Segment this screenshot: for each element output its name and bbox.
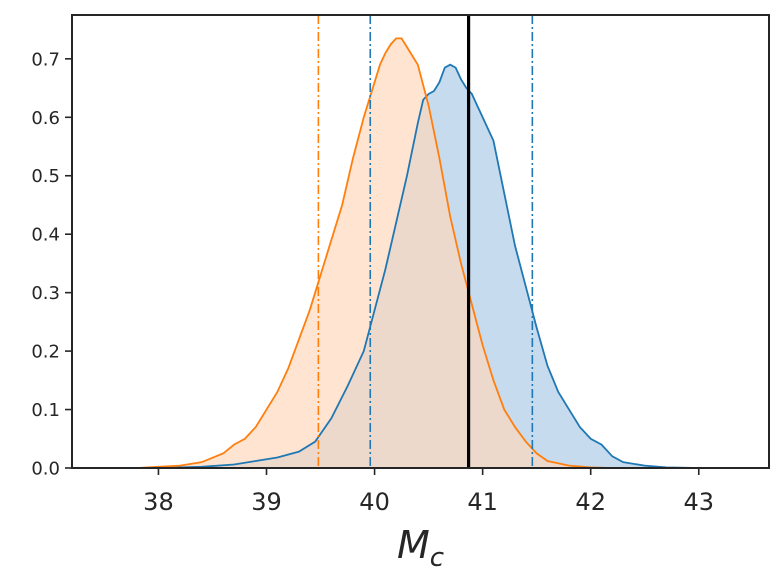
y-tick-label: 0.6 xyxy=(31,108,60,129)
y-tick-label: 0.4 xyxy=(31,225,60,246)
y-tick-label: 0.5 xyxy=(31,166,60,187)
density-line-2 xyxy=(104,37,645,469)
y-tick-label: 0.1 xyxy=(31,400,60,421)
y-tick-label: 0.2 xyxy=(31,342,60,363)
density-fill-2 xyxy=(104,38,645,468)
x-tick-label: 38 xyxy=(143,488,174,516)
x-axis-ticks: 38 39 40 41 42 43 xyxy=(143,468,714,516)
density-line-1 xyxy=(104,63,732,469)
x-axis-label-main: M xyxy=(397,523,430,567)
y-tick-label: 0.0 xyxy=(31,459,60,480)
reference-lines xyxy=(317,15,534,468)
x-axis-label-subscript: c xyxy=(430,543,444,573)
x-tick-label: 42 xyxy=(575,488,606,516)
y-axis-ticks: 0.0 0.1 0.2 0.3 0.4 0.5 0.6 0.7 xyxy=(31,49,72,480)
x-tick-label: 40 xyxy=(359,488,390,516)
y-tick-label: 0.3 xyxy=(31,283,60,304)
x-tick-label: 39 xyxy=(251,488,282,516)
density-lines xyxy=(104,37,732,469)
y-tick-label: 0.7 xyxy=(31,49,60,70)
x-tick-label: 41 xyxy=(467,488,498,516)
plot-frame xyxy=(71,14,770,469)
x-axis-label: Mc xyxy=(397,523,444,573)
density-fills xyxy=(104,38,732,469)
x-tick-label: 43 xyxy=(683,488,714,516)
